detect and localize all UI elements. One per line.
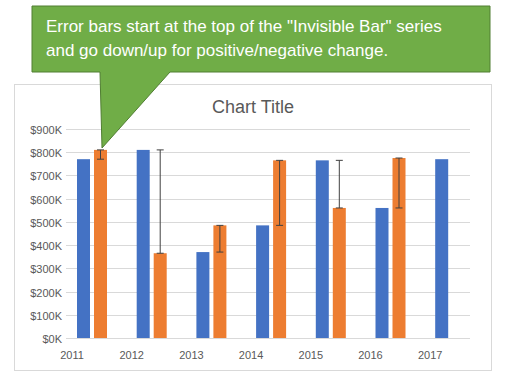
- grid-line: [66, 152, 470, 153]
- bar: [77, 159, 90, 338]
- error-bar-cap: [97, 149, 104, 150]
- bar: [333, 208, 346, 338]
- error-bar-cap: [276, 160, 283, 161]
- grid-line: [66, 199, 470, 200]
- bar: [213, 225, 226, 338]
- x-tick-label: 2017: [418, 349, 442, 361]
- grid-line: [66, 222, 470, 223]
- y-tick-label: $800K: [30, 147, 62, 159]
- bar: [154, 253, 167, 338]
- y-tick-label: $0K: [42, 333, 62, 345]
- error-bar-cap: [276, 225, 283, 226]
- chart-canvas: Chart Title $0K $100K $200K $300K $400K $500K $…: [0, 0, 506, 382]
- bar: [137, 150, 150, 338]
- y-tick-label: $200K: [30, 287, 62, 299]
- callout-text: Error bars start at the top of the "Invi…: [46, 17, 442, 36]
- bar: [376, 208, 389, 338]
- error-bar-stem: [339, 160, 340, 208]
- error-bar-cap: [216, 225, 223, 226]
- callout-shape: [32, 6, 490, 148]
- error-bar: [396, 158, 403, 208]
- x-tick-label: 2016: [358, 349, 382, 361]
- error-bar: [216, 225, 223, 252]
- error-bar-cap: [157, 253, 164, 254]
- bar: [256, 225, 269, 338]
- x-tick-label: 2014: [239, 349, 263, 361]
- bar: [435, 159, 448, 338]
- y-tick-label: $500K: [30, 217, 62, 229]
- y-tick-label: $900K: [30, 124, 62, 136]
- error-bar-cap: [97, 159, 104, 160]
- error-bar-cap: [157, 149, 164, 150]
- grid-line: [66, 338, 470, 339]
- plot-marks: [77, 150, 448, 338]
- x-tick-label: 2015: [299, 349, 323, 361]
- error-bar-cap: [216, 252, 223, 253]
- chart-title: Chart Title: [212, 97, 294, 117]
- error-bar-stem: [279, 160, 280, 225]
- x-tick-label: 2011: [60, 349, 84, 361]
- error-bar: [157, 150, 164, 253]
- callout: Error bars start at the top of the "Invi…: [32, 6, 490, 148]
- error-bar-stem: [399, 158, 400, 208]
- y-tick-label: $100K: [30, 310, 62, 322]
- y-tick-label: $700K: [30, 170, 62, 182]
- error-bar-cap: [396, 158, 403, 159]
- error-bar-cap: [336, 207, 343, 208]
- error-bar-cap: [396, 207, 403, 208]
- x-tick-label: 2013: [179, 349, 203, 361]
- chart-frame: [15, 85, 492, 371]
- error-bar-stem: [100, 150, 101, 159]
- bar: [316, 160, 329, 338]
- y-tick-label: $400K: [30, 240, 62, 252]
- bar: [273, 160, 286, 338]
- callout-text: and go down/up for positive/negative cha…: [46, 41, 388, 60]
- error-bar-cap: [336, 160, 343, 161]
- grid-line: [66, 129, 470, 130]
- error-bar: [336, 160, 343, 208]
- x-tick-label: 2012: [119, 349, 143, 361]
- y-tick-label: $600K: [30, 194, 62, 206]
- bar: [94, 150, 107, 338]
- error-bar: [97, 150, 104, 159]
- grid-line: [66, 175, 470, 176]
- bar: [196, 252, 209, 338]
- error-bar: [276, 160, 283, 225]
- error-bar-stem: [219, 225, 220, 252]
- bar: [393, 158, 406, 338]
- error-bar-stem: [160, 150, 161, 253]
- y-tick-label: $300K: [30, 263, 62, 275]
